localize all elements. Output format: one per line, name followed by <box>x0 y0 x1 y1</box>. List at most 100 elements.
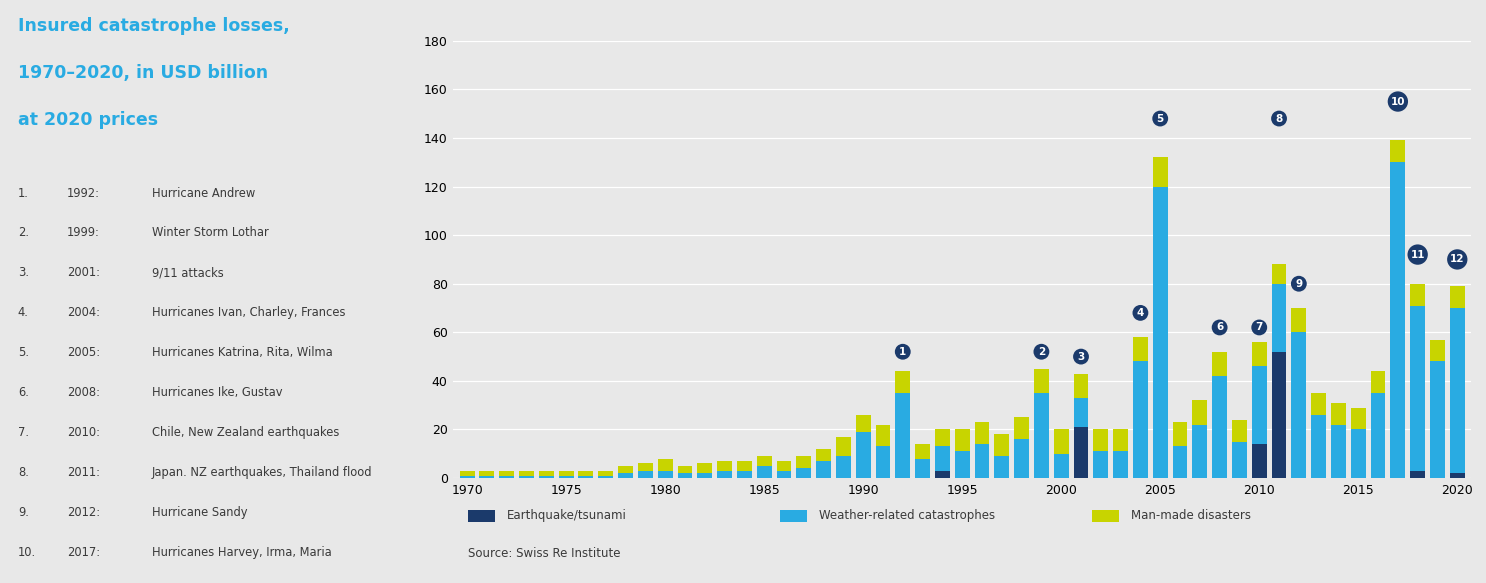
Bar <box>1370 393 1385 478</box>
Bar <box>856 432 871 478</box>
Text: 8: 8 <box>1275 114 1282 124</box>
Text: 10: 10 <box>1391 97 1406 107</box>
Bar <box>1251 366 1266 444</box>
Bar <box>1192 401 1207 424</box>
Text: 2.: 2. <box>18 226 28 240</box>
Bar <box>975 422 990 444</box>
Bar <box>718 461 733 471</box>
Text: Hurricanes Ike, Gustav: Hurricanes Ike, Gustav <box>152 386 282 399</box>
Text: 2017:: 2017: <box>67 546 100 559</box>
Bar <box>896 371 911 393</box>
Text: 5.: 5. <box>18 346 28 359</box>
Bar <box>994 434 1009 456</box>
Bar <box>559 476 574 478</box>
Bar <box>1094 430 1109 451</box>
Bar <box>1351 430 1366 478</box>
Bar <box>1153 187 1168 478</box>
Text: 1970–2020, in USD billion: 1970–2020, in USD billion <box>18 64 267 82</box>
Text: 2005:: 2005: <box>67 346 100 359</box>
Bar <box>697 473 712 478</box>
Bar <box>994 456 1009 478</box>
Bar <box>1172 422 1187 447</box>
Text: 6: 6 <box>1216 322 1223 332</box>
Text: 6.: 6. <box>18 386 28 399</box>
Bar <box>539 471 554 476</box>
Text: 5: 5 <box>1156 114 1164 124</box>
Bar <box>875 447 890 478</box>
Text: at 2020 prices: at 2020 prices <box>18 111 158 129</box>
Bar <box>796 456 811 468</box>
Bar <box>816 449 831 461</box>
Text: 7.: 7. <box>18 426 28 439</box>
Text: 10.: 10. <box>18 546 36 559</box>
Text: 12: 12 <box>1450 254 1465 265</box>
Bar <box>1132 337 1147 361</box>
Bar <box>1450 473 1465 478</box>
Bar <box>519 471 533 476</box>
Bar <box>1351 408 1366 430</box>
Bar <box>1291 332 1306 478</box>
Bar <box>618 473 633 478</box>
Bar <box>1391 162 1406 478</box>
Bar <box>499 471 514 476</box>
Bar <box>1153 157 1168 187</box>
Bar <box>935 471 950 478</box>
Bar <box>1094 451 1109 478</box>
Bar <box>578 471 593 476</box>
Bar <box>559 471 574 476</box>
Bar <box>1232 420 1247 442</box>
Bar <box>1311 393 1326 415</box>
Bar <box>1113 430 1128 451</box>
Bar <box>837 437 851 456</box>
Text: 1992:: 1992: <box>67 187 100 199</box>
Bar <box>658 459 673 471</box>
Bar <box>875 424 890 447</box>
Bar <box>955 451 969 478</box>
Text: 2008:: 2008: <box>67 386 100 399</box>
Bar <box>816 461 831 478</box>
Bar <box>459 476 474 478</box>
Text: 8.: 8. <box>18 466 28 479</box>
Bar <box>1013 439 1028 478</box>
Bar <box>1410 305 1425 471</box>
Bar <box>796 468 811 478</box>
Bar <box>1450 308 1465 473</box>
Bar <box>1034 369 1049 393</box>
Bar <box>1410 471 1425 478</box>
Bar <box>519 476 533 478</box>
Text: 9/11 attacks: 9/11 attacks <box>152 266 223 279</box>
Text: 4.: 4. <box>18 307 28 319</box>
Bar <box>1450 286 1465 308</box>
Text: 1999:: 1999: <box>67 226 100 240</box>
Bar <box>1272 264 1287 284</box>
Text: Insured catastrophe losses,: Insured catastrophe losses, <box>18 17 290 36</box>
Bar <box>1391 141 1406 162</box>
Text: 2001:: 2001: <box>67 266 100 279</box>
Bar <box>1054 454 1068 478</box>
Bar <box>1311 415 1326 478</box>
Bar <box>599 476 614 478</box>
Text: 1.: 1. <box>18 187 28 199</box>
Bar <box>1370 371 1385 393</box>
Bar <box>480 471 495 476</box>
Text: 2010:: 2010: <box>67 426 100 439</box>
Bar <box>618 466 633 473</box>
Bar <box>737 461 752 471</box>
Bar <box>1073 398 1088 427</box>
Bar <box>915 459 930 478</box>
Bar <box>837 456 851 478</box>
Bar <box>1430 361 1444 478</box>
Bar <box>1291 308 1306 332</box>
Text: 2004:: 2004: <box>67 307 100 319</box>
Bar <box>1054 430 1068 454</box>
Bar <box>1213 376 1227 478</box>
Text: 2011:: 2011: <box>67 466 100 479</box>
Bar <box>955 430 969 451</box>
Bar <box>1073 374 1088 398</box>
Bar <box>1272 352 1287 478</box>
Text: 1: 1 <box>899 347 906 357</box>
Bar <box>1232 442 1247 478</box>
Bar <box>539 476 554 478</box>
Bar <box>756 456 771 466</box>
Bar <box>678 473 692 478</box>
